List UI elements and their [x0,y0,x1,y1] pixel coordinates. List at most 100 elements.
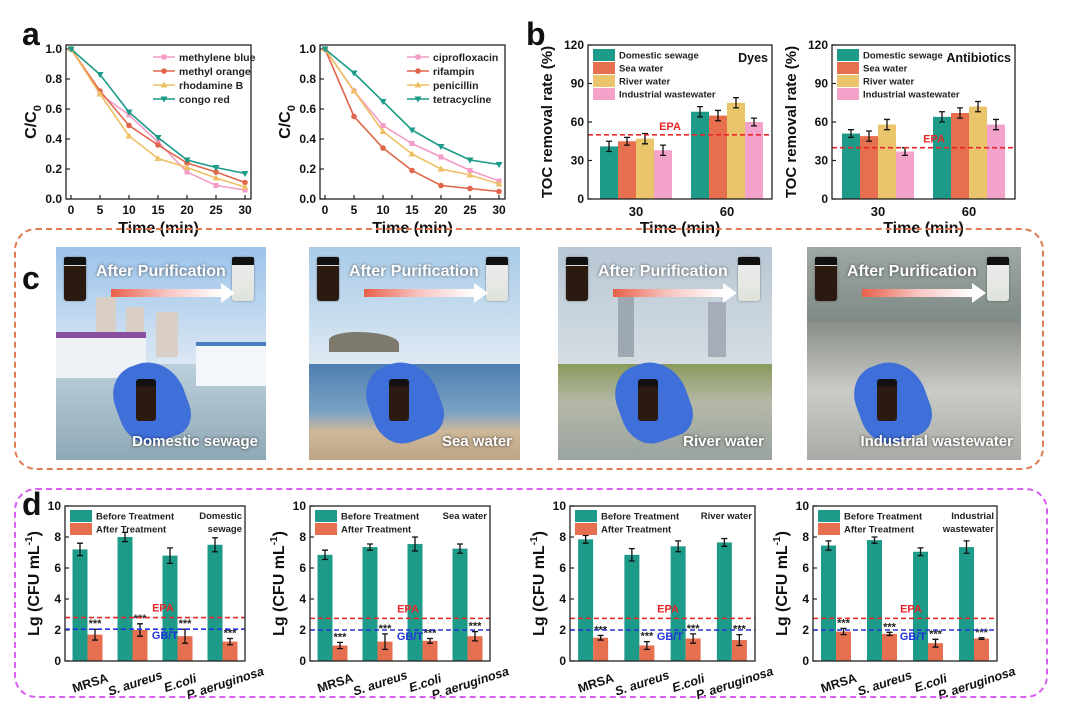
data-point [415,68,421,74]
panel-d-frame [14,488,1048,698]
data-point [125,132,133,139]
legend-label: After Treatment [844,525,915,536]
legend-label: methylene blue [179,52,256,64]
bar [716,542,732,661]
chart-title: Industrial wastewater [942,511,995,535]
error-bar [337,641,343,650]
x-tick-label: 15 [151,203,165,217]
axes-frame [309,505,491,662]
legend-swatch [315,510,337,522]
y-tick-label: 120 [808,38,828,52]
x-tick-label: 60 [962,204,976,219]
axes-frame [812,505,998,662]
legend-swatch [70,523,92,535]
data-point [415,54,421,60]
data-point [379,128,387,134]
bar [987,124,1005,199]
y-axis-label-tail: ) [26,531,43,536]
x-tick-label: 0 [322,203,329,217]
data-point [350,87,358,94]
y-tick-label: 60 [571,115,585,129]
y-tick-label: 0.2 [45,162,62,176]
error-bar [597,634,604,641]
y-tick-label: 10 [293,499,307,513]
significance-label: *** [89,618,103,630]
significance-label: *** [179,618,193,630]
photo-caption: Industrial wastewater [860,433,1013,450]
data-point [213,169,219,175]
panel-label-b: b [526,16,546,52]
vial-after-icon [987,257,1009,301]
y-axis-label: TOC removal rate (%) [783,46,800,198]
bar [913,551,928,661]
arrow-icon [364,289,474,297]
legend-swatch [837,75,859,87]
bar [959,547,974,661]
bar [821,545,836,661]
y-tick-label: 0.0 [299,192,316,206]
chart-title-line: wastewater [942,524,995,535]
bar [362,547,378,661]
error-bar [212,537,218,553]
bar [222,641,238,661]
data-point [350,70,358,77]
legend-label: Industrial wastewater [863,90,960,101]
data-point [96,72,104,78]
y-axis-label-text: Lg (CFU mL [531,545,548,636]
y-axis-label: C/C0 [277,105,298,139]
legend-swatch [593,49,615,61]
vial-after-icon [232,257,254,301]
data-point [414,96,422,103]
data-point [241,171,249,177]
data-point [183,164,191,170]
error-bar [939,111,945,123]
reference-line-label: GB/T [397,631,424,643]
axes-frame [587,44,773,200]
reference-line-label: EPA [657,603,679,615]
x-tick-label: 30 [238,203,252,217]
chart-title-line: sewage [208,524,242,535]
error-bar [751,117,757,127]
y-tick-label: 2 [54,623,61,637]
vial-after-icon [486,257,508,301]
legend-label: tetracycline [433,94,492,106]
y-axis-label: Lg (CFU mL-1) [772,531,791,636]
x-tick-label: 5 [351,203,358,217]
y-tick-label: 6 [802,561,809,575]
data-point [242,187,248,193]
legend-swatch [837,88,859,100]
bar [600,146,618,199]
error-bar [472,630,478,642]
legend-label: rifampin [433,66,474,78]
axes-frame [64,505,246,662]
y-tick-label: 4 [802,592,809,606]
y-axis-label-superscript: -1 [772,536,783,545]
legend-label: Domestic sewage [619,51,699,62]
bar [933,116,951,199]
y-tick-label: 0 [54,654,61,668]
photo-caption: Domestic sewage [132,433,258,450]
y-tick-label: 0 [559,654,566,668]
error-bar [660,144,666,157]
bar [317,554,333,661]
y-tick-label: 10 [553,499,567,513]
data-point [154,135,162,141]
error-bar [624,136,630,146]
x-tick-label: 15 [405,203,419,217]
data-point [242,179,248,186]
error-bar [675,540,682,553]
y-axis-label: Lg (CFU mL-1) [529,531,548,636]
significance-label: *** [594,624,608,636]
error-bar [643,640,650,651]
series-tetracycline [321,46,503,168]
y-axis-label-superscript: -1 [529,536,540,545]
error-bar [606,140,612,153]
y-tick-label: 4 [54,592,61,606]
bar [422,640,438,661]
data-point [408,150,416,157]
y-axis-label: Lg (CFU mL-1) [24,531,43,636]
legend-label: Sea water [863,64,908,75]
significance-label: *** [929,628,943,640]
y-tick-label: 4 [559,592,566,606]
